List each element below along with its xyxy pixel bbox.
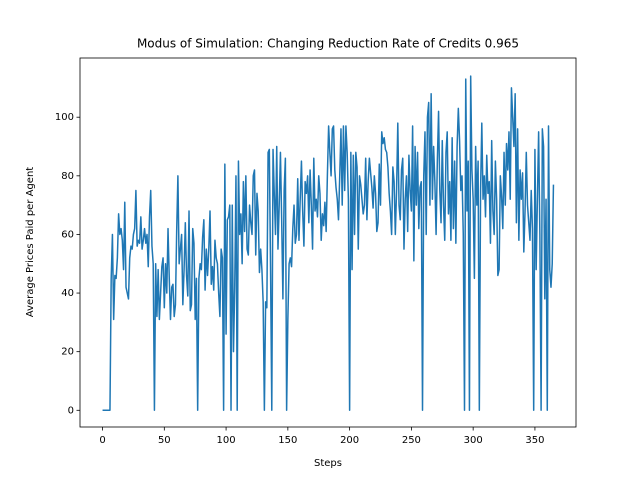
chart-title: Modus of Simulation: Changing Reduction …	[137, 37, 519, 51]
y-tick-label: 0	[68, 405, 74, 416]
x-tick-label: 350	[525, 435, 544, 446]
x-tick-label: 250	[402, 435, 421, 446]
x-tick-label: 50	[158, 435, 171, 446]
y-tick-label: 40	[61, 288, 74, 299]
data-line	[102, 75, 555, 412]
y-tick-label: 20	[61, 347, 74, 358]
x-tick-label: 150	[278, 435, 297, 446]
y-axis-label: Average Prices Paid per Agent	[25, 167, 36, 318]
x-axis-label: Steps	[314, 458, 342, 469]
plot-frame	[79, 57, 577, 428]
x-tick-label: 0	[99, 435, 105, 446]
y-tick-label: 100	[55, 112, 74, 123]
x-tick-label: 300	[464, 435, 483, 446]
y-tick-label: 80	[61, 171, 74, 182]
x-tick-label: 100	[217, 435, 236, 446]
x-tick-label: 200	[340, 435, 359, 446]
y-tick-label: 60	[61, 229, 74, 240]
